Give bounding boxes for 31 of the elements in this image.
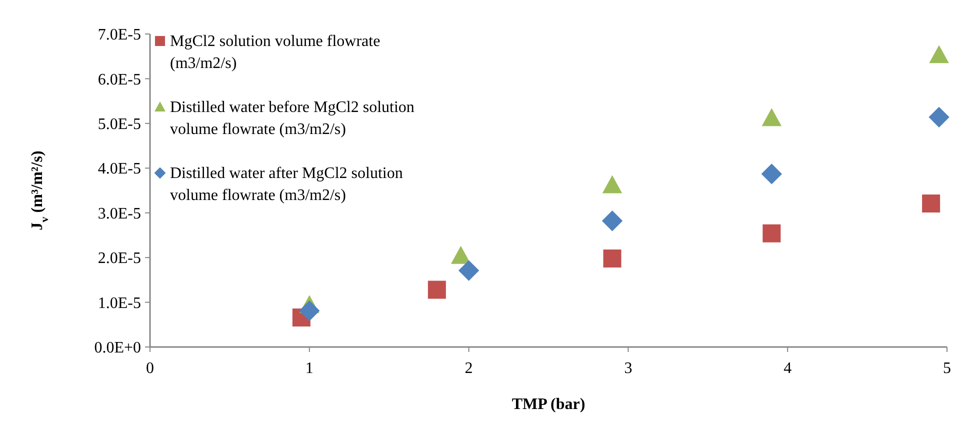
y-tick-label: 6.0E-5 <box>98 71 141 88</box>
y-tick-label: 5.0E-5 <box>98 116 141 134</box>
x-tick-label: 3 <box>624 360 632 377</box>
y-tick-label: 4.0E-5 <box>98 160 141 178</box>
y-tick-label: 2.0E-5 <box>98 250 141 268</box>
x-axis-title: TMP (bar) <box>512 396 586 413</box>
point <box>450 246 471 264</box>
x-tick-label: 4 <box>784 360 792 377</box>
point <box>458 260 480 281</box>
x-tick-label: 2 <box>464 360 473 377</box>
y-tick-label: 0.0E+0 <box>94 340 141 357</box>
legend-label: MgCl2 solution volume flowrate (m3/m2/s) <box>170 33 380 72</box>
y-tick-label: 1.0E-5 <box>98 294 141 312</box>
point <box>762 108 782 126</box>
point <box>922 194 940 212</box>
legend-label: Distilled water after MgCl2 solution volume flowrate (m3/m2/s) <box>170 165 403 204</box>
legend-label: Distilled water before MgCl2 solution volume flowrate (m3/m2/s) <box>170 99 414 138</box>
y-tick-label: 7.0E-5 <box>98 26 141 44</box>
point <box>299 300 320 322</box>
y-tick-label: 3.0E-5 <box>98 205 141 222</box>
point <box>762 224 781 242</box>
x-tick-label: 1 <box>305 360 314 377</box>
point <box>761 164 782 184</box>
point <box>929 45 949 64</box>
point <box>602 175 622 194</box>
x-tick-label: 0 <box>146 360 154 377</box>
x-tick-label: 5 <box>943 360 951 377</box>
point <box>928 106 950 128</box>
point <box>603 249 622 268</box>
point <box>602 210 623 232</box>
point <box>428 280 446 299</box>
